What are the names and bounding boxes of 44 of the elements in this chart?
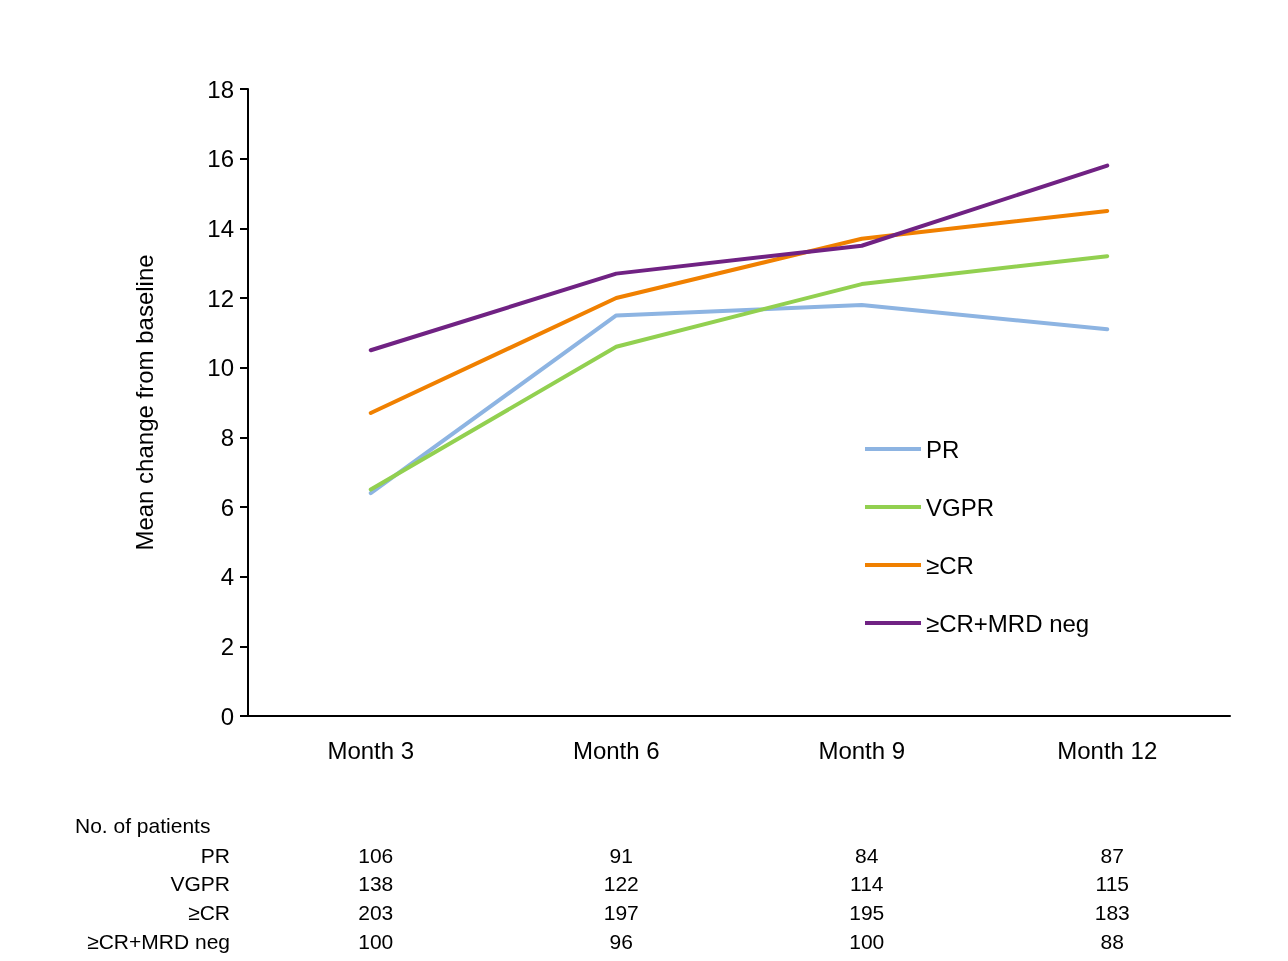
text: 183 <box>1094 900 1130 924</box>
line-series <box>368 254 1110 492</box>
y-tick-label: 18 <box>207 75 234 103</box>
x-tick-label: Month 6 <box>572 736 660 764</box>
x-tick-label: Month 9 <box>818 736 906 764</box>
y-tick-label: 14 <box>207 214 234 242</box>
y-tick-label: 8 <box>220 423 234 451</box>
text: 122 <box>603 872 639 896</box>
text: 100 <box>358 929 394 953</box>
text: No. of patients <box>75 814 211 837</box>
legend-label: ≥CR <box>926 551 974 579</box>
y-tick-label: 12 <box>207 284 234 312</box>
y-tick-label: 4 <box>220 563 234 591</box>
legend-label: VGPR <box>926 493 995 521</box>
x-tick-label: Month 3 <box>327 736 415 764</box>
text: 115 <box>1095 872 1129 896</box>
text: 197 <box>603 900 639 924</box>
text: 195 <box>849 900 885 924</box>
text: 114 <box>850 872 884 896</box>
text: 100 <box>849 929 885 953</box>
y-tick-label: 0 <box>220 702 234 730</box>
text: 138 <box>358 872 394 896</box>
legend-label: ≥CR+MRD neg <box>926 609 1090 637</box>
text: 96 <box>609 929 633 953</box>
text: ≥CR <box>188 900 230 924</box>
line-series <box>368 208 1110 415</box>
x-tick-label: Month 12 <box>1057 736 1158 764</box>
text: 203 <box>358 900 394 924</box>
legend-label: PR <box>926 435 960 463</box>
text: 88 <box>1100 929 1124 953</box>
text: ≥CR+MRD neg <box>87 929 230 953</box>
text: 84 <box>855 843 879 867</box>
line-series <box>368 163 1110 353</box>
y-tick-label: 6 <box>220 493 234 521</box>
text: 87 <box>1100 843 1124 867</box>
line-series <box>368 302 1110 496</box>
text: VGPR <box>170 872 230 896</box>
text: PR <box>200 843 230 867</box>
text: 106 <box>358 843 394 867</box>
y-tick-label: 16 <box>207 145 234 173</box>
y-tick-label: 2 <box>220 632 234 660</box>
y-tick-label: 10 <box>207 354 234 382</box>
text: 91 <box>609 843 633 867</box>
y-axis-title: Mean change from baseline <box>130 254 158 551</box>
